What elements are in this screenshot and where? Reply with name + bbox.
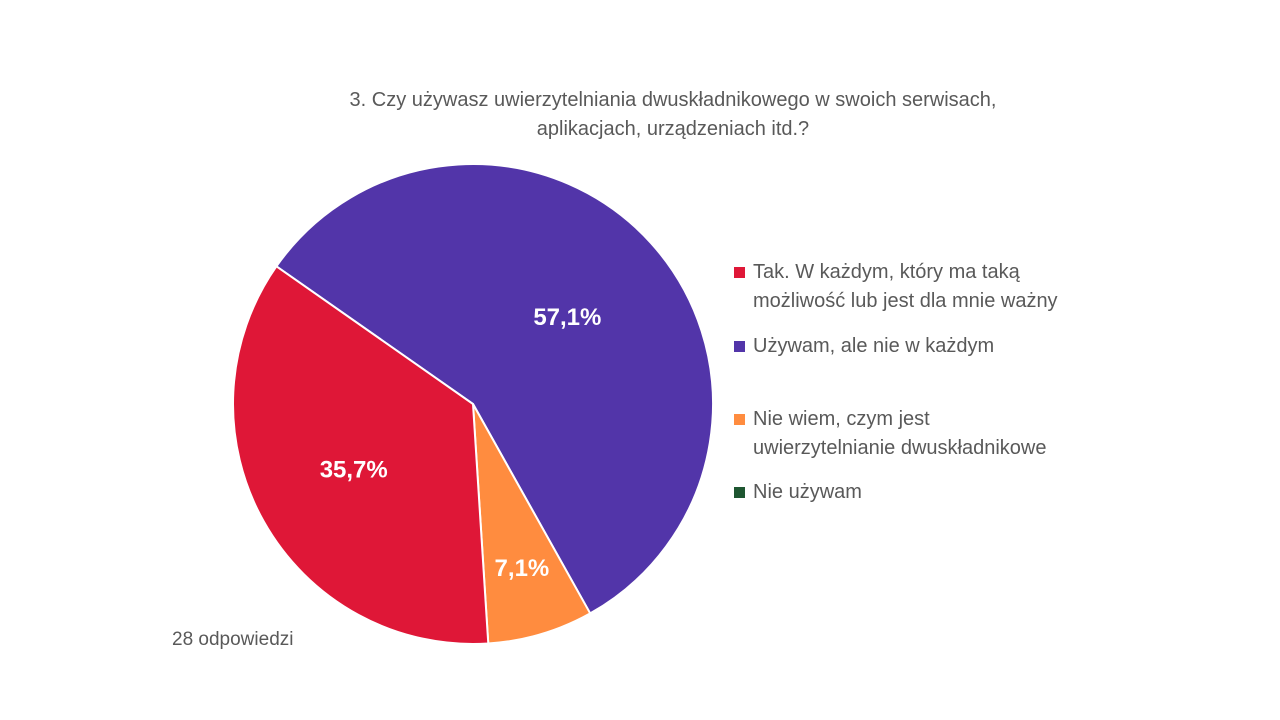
legend-swatch-uzywam bbox=[734, 341, 745, 352]
chart-title-line-1: 3. Czy używasz uwierzytelniania dwuskład… bbox=[349, 89, 997, 111]
pie-slice-tak-w-kazdym-ktory-ma-ta bbox=[232, 264, 490, 645]
pie-slice-nie-wiem-czym-jest bbox=[472, 403, 592, 645]
chart-title: 3. Czy używasz uwierzytelniania dwuskład… bbox=[300, 86, 1046, 144]
chart-title-line-2: aplikacjach, urządzeniach itd.? bbox=[536, 118, 810, 140]
response-count: 28 odpowiedzi bbox=[172, 629, 294, 650]
legend-label-nie-wiem-line-2: uwierzytelnianie dwuskładnikowe bbox=[753, 437, 1047, 459]
legend-swatch-nie-uzywam bbox=[734, 487, 745, 498]
pie-slice-label-nie-wiem-czym-jest: 7,1% bbox=[495, 555, 550, 582]
legend-label-uzywam: Używam, ale nie w każdym bbox=[753, 335, 995, 357]
legend-item-nie-wiem: Nie wiem, czym jest uwierzytelnianie dwu… bbox=[734, 405, 1047, 463]
legend-item-uzywam: Używam, ale nie w każdym bbox=[734, 332, 994, 361]
legend-label-nie-uzywam: Nie używam bbox=[753, 481, 862, 503]
legend-label-nie-wiem-line-1: Nie wiem, czym jest bbox=[753, 408, 930, 430]
legend-swatch-tak bbox=[734, 267, 745, 278]
legend-label-tak-line-1: Tak. W każdym, który ma taką bbox=[753, 261, 1020, 283]
legend-swatch-nie-wiem bbox=[734, 414, 745, 425]
legend-item-tak: Tak. W każdym, który ma taką możliwość l… bbox=[734, 258, 1058, 316]
pie-slice-label-uzywam-ale-nie-w-kazdym: 57,1% bbox=[533, 304, 601, 331]
legend-label-tak-line-2: możliwość lub jest dla mnie ważny bbox=[753, 290, 1058, 312]
pie-slice-uzywam-ale-nie-w-kazdym bbox=[275, 163, 714, 615]
legend-item-nie-uzywam: Nie używam bbox=[734, 478, 862, 507]
pie-slice-label-tak-w-kazdym-ktory-ma-ta: 35,7% bbox=[320, 456, 388, 483]
